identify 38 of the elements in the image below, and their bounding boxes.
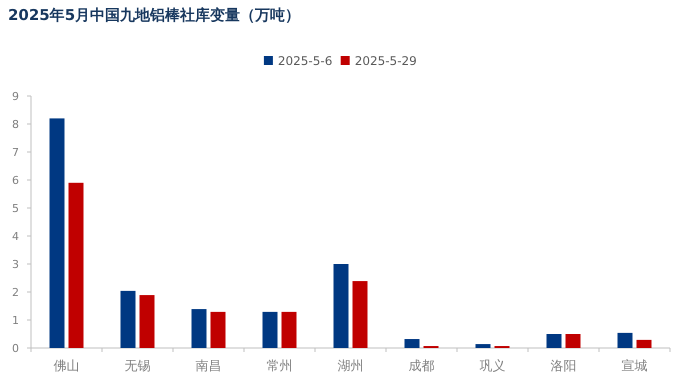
x-tick-label: 洛阳: [550, 358, 576, 373]
bar: [282, 312, 296, 348]
bar: [262, 312, 278, 348]
bar: [50, 118, 64, 348]
bar: [140, 295, 154, 348]
bar: [566, 334, 580, 348]
bar: [618, 332, 632, 348]
legend-label: 2025-5-6: [278, 54, 332, 68]
bar: [68, 182, 84, 348]
y-tick-label: 9: [12, 90, 19, 103]
x-tick-label: 巩义: [480, 358, 506, 373]
x-tick-label: 南昌: [196, 358, 222, 373]
y-tick-label: 3: [12, 258, 19, 271]
bar: [476, 344, 490, 348]
y-tick-label: 4: [12, 230, 19, 243]
bar: [334, 264, 348, 348]
legend-label: 2025-5-29: [354, 54, 417, 68]
y-tick-label: 2: [12, 286, 19, 299]
x-tick-label: 无锡: [124, 358, 150, 373]
y-tick-label: 8: [12, 118, 19, 131]
bar: [352, 281, 368, 348]
bar: [546, 334, 562, 348]
x-tick-label: 湖州: [338, 358, 364, 373]
bar: [404, 339, 420, 348]
x-tick-label: 成都: [408, 358, 434, 373]
bar: [192, 309, 206, 348]
bar: [120, 290, 136, 348]
x-tick-label: 宣城: [622, 358, 648, 373]
y-tick-label: 6: [12, 174, 19, 187]
bar: [636, 340, 652, 348]
chart-title: 2025年5月中国九地铝棒社库变量（万吨）: [8, 6, 300, 24]
y-tick-label: 0: [12, 342, 19, 355]
x-tick-label: 佛山: [54, 358, 80, 373]
y-tick-label: 1: [12, 314, 19, 327]
x-tick-label: 常州: [266, 358, 292, 373]
y-tick-label: 5: [12, 202, 19, 215]
y-tick-label: 7: [12, 146, 19, 159]
bar: [210, 312, 226, 348]
